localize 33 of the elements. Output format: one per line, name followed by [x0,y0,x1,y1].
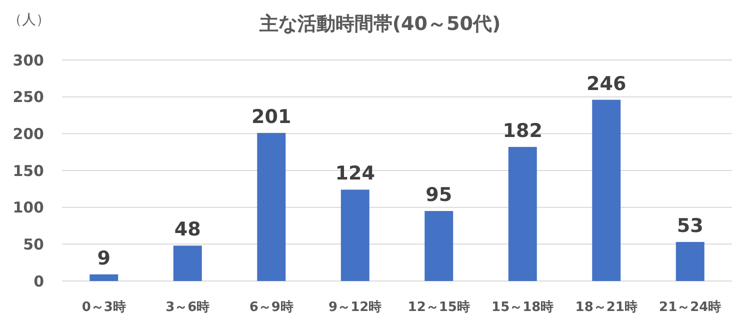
y-tick-label: 200 [12,124,44,143]
bar [90,274,118,281]
bar [508,146,537,281]
x-tick-label: 12～15時 [408,300,470,315]
y-axis-title: （人） [8,12,50,28]
chart-title: 主な活動時間帯(40～50代) [258,13,501,35]
bar [676,242,704,281]
data-label: 124 [335,162,375,185]
data-label: 95 [426,184,452,206]
bar [173,246,202,281]
bar [340,190,370,281]
data-label: 9 [97,247,110,270]
x-tick-label: 3～6時 [166,300,210,315]
y-tick-label: 50 [23,235,44,254]
data-label: 53 [676,214,704,237]
y-tick-label: 0 [34,272,44,290]
bar [257,132,286,281]
x-tick-label: 15～18時 [492,300,554,315]
data-label: 201 [252,106,292,128]
y-tick-label: 300 [12,51,44,70]
data-label: 48 [174,218,201,241]
y-tick-label: 100 [12,198,44,217]
x-tick-label: 21～24時 [659,300,722,315]
data-label: 246 [586,72,626,95]
x-tick-label: 9～12時 [328,300,382,315]
y-tick-label: 250 [12,88,44,106]
data-label: 182 [502,120,542,142]
x-tick-label: 6～9時 [249,300,294,315]
x-tick-label: 0～3時 [82,300,126,315]
bar [592,100,621,281]
bar [424,211,454,281]
y-tick-label: 150 [12,162,44,180]
x-tick-label: 18～21時 [575,300,638,315]
